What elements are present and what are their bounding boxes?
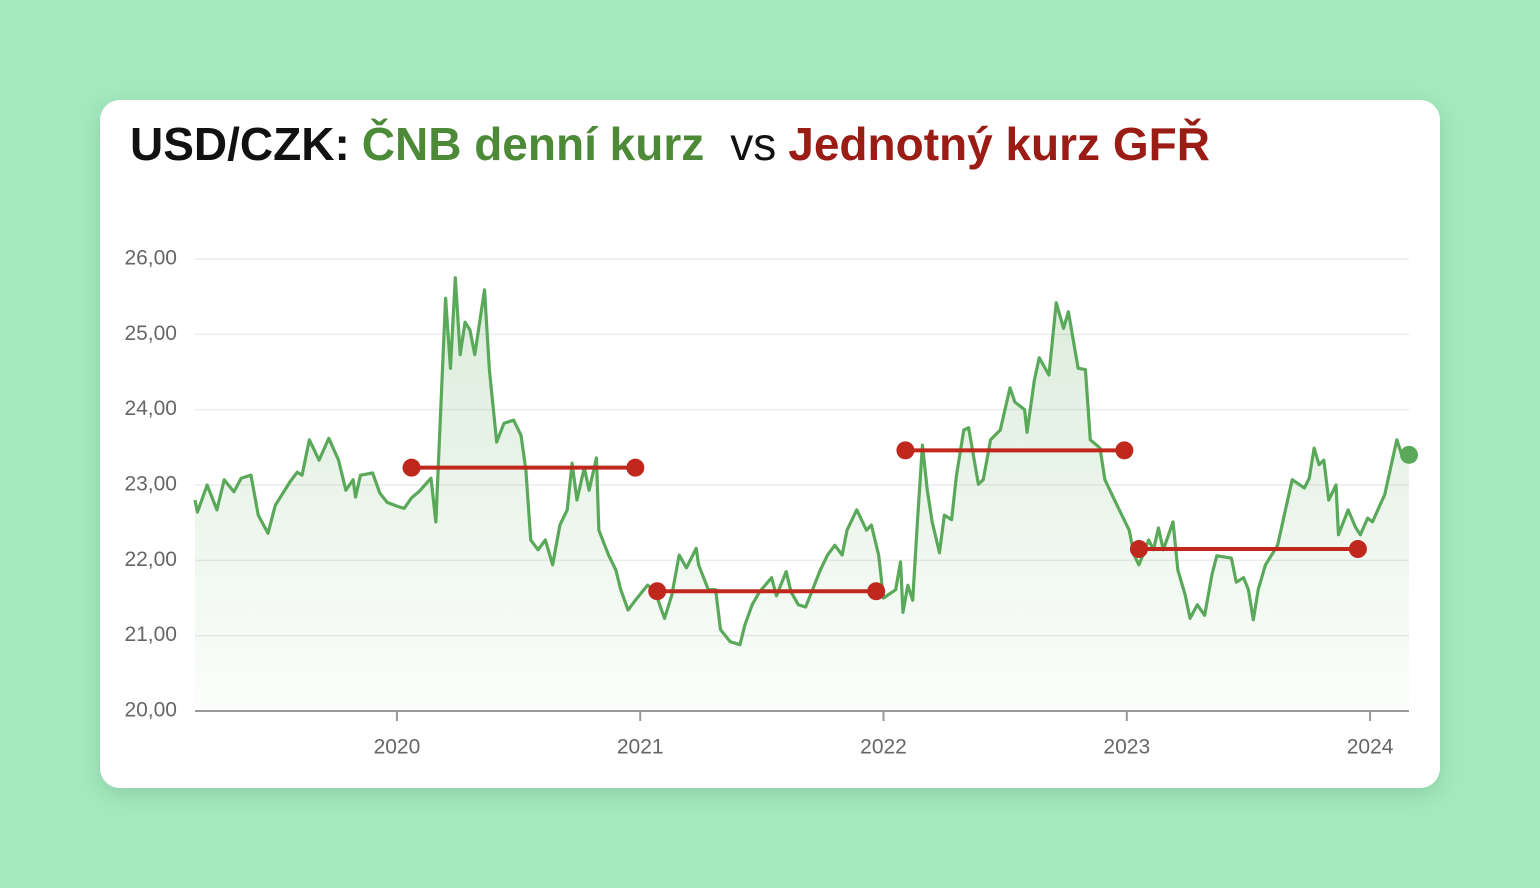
title-part: USD/CZK: [130, 118, 350, 170]
rate-dot [896, 441, 915, 460]
rate-dot [648, 582, 667, 601]
x-tick-label: 2023 [1103, 736, 1150, 759]
rate-dot [402, 458, 421, 477]
area [195, 277, 1409, 711]
x-tick-label: 2022 [860, 736, 907, 759]
rate-dot [626, 458, 645, 477]
y-tick-label: 22,00 [124, 548, 177, 571]
plot [193, 276, 1418, 711]
y-tick-label: 26,00 [124, 247, 177, 270]
rate-dot [1129, 540, 1148, 559]
title-part: Jednotný kurz GFŘ [788, 118, 1210, 170]
rate-dot [1115, 441, 1134, 460]
end-dot [1400, 445, 1418, 464]
line [193, 276, 1409, 647]
y-tick-label: 24,00 [124, 397, 177, 420]
rate-dot [867, 582, 886, 601]
chart-title: USD/CZK: ČNB denní kurz vs Jednotný kurz GF… [130, 118, 1210, 170]
grid: 20,00 21,00 22,00 23,00 24,00 25,00 26,00 2020 2… [124, 247, 1409, 759]
x-tick-label: 2021 [617, 736, 664, 759]
y-tick-label: 23,00 [124, 473, 177, 496]
y-tick-label: 20,00 [124, 699, 177, 722]
title-part: ČNB denní kurz [362, 118, 704, 170]
rate-dot [1348, 540, 1367, 559]
x-tick-label: 2024 [1347, 736, 1394, 759]
x-tick-label: 2020 [374, 736, 421, 759]
y-tick-label: 25,00 [124, 322, 177, 345]
y-tick-label: 21,00 [124, 623, 177, 646]
title-part: vs [730, 118, 776, 170]
